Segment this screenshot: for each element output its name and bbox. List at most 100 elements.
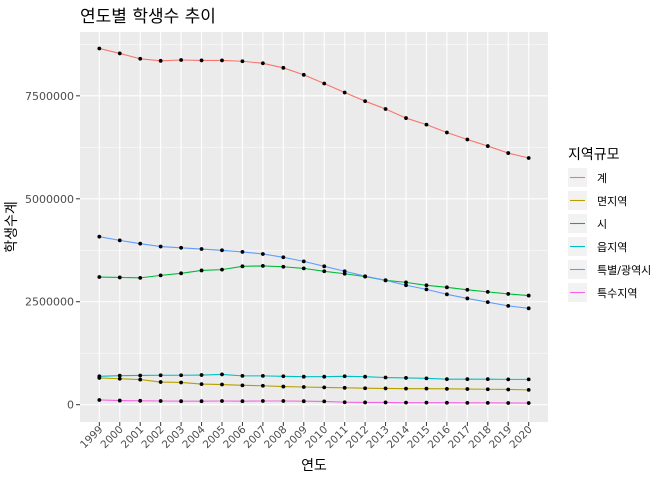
data-point <box>260 383 265 388</box>
data-point <box>179 380 184 385</box>
data-point <box>240 264 245 269</box>
data-point <box>199 382 204 387</box>
data-point <box>363 400 368 405</box>
data-point <box>158 58 163 63</box>
data-point <box>179 58 184 62</box>
data-point <box>424 400 429 405</box>
y-tick-label: 2500000 <box>25 296 74 309</box>
x-tick-label: 2009 <box>283 424 310 451</box>
series-line-1 <box>99 377 529 391</box>
data-point <box>404 116 408 120</box>
legend-label: 특별/광역시 <box>597 264 651 277</box>
data-point <box>506 387 511 392</box>
data-point <box>117 376 122 381</box>
series-line-3 <box>99 373 529 380</box>
data-point <box>424 283 429 288</box>
legend-label: 면지역 <box>597 195 627 208</box>
series-line-5 <box>99 399 529 404</box>
x-tick-label: 2018 <box>467 424 494 451</box>
data-point <box>465 137 470 142</box>
data-point <box>424 376 429 381</box>
data-point <box>526 306 531 311</box>
data-point <box>179 245 184 250</box>
data-point <box>260 61 265 66</box>
data-point <box>158 273 163 278</box>
data-point <box>485 289 490 294</box>
series-line-2 <box>99 265 529 297</box>
data-point <box>465 387 470 391</box>
data-point <box>179 399 184 404</box>
data-point <box>281 374 286 379</box>
data-point <box>444 377 449 382</box>
data-point <box>526 293 531 298</box>
data-point <box>97 46 102 51</box>
x-tick-label: 1999 <box>78 424 105 451</box>
data-point <box>138 241 143 246</box>
data-point <box>97 374 102 379</box>
data-point <box>220 248 224 253</box>
data-point <box>117 238 122 243</box>
data-point <box>301 266 306 271</box>
legend-title: 지역규모 <box>568 147 620 163</box>
x-tick-label: 2011 <box>323 424 350 451</box>
data-point <box>158 380 163 384</box>
data-point <box>526 401 531 405</box>
data-point <box>526 156 531 160</box>
data-point <box>506 401 511 405</box>
data-point <box>342 374 347 379</box>
data-point <box>138 373 143 378</box>
x-tick-label: 2020 <box>507 424 534 451</box>
data-point <box>281 399 286 403</box>
data-point <box>220 372 224 377</box>
data-point <box>199 58 204 63</box>
series-line-4 <box>99 236 529 309</box>
data-point <box>260 373 265 378</box>
data-point <box>199 268 204 273</box>
data-point <box>363 374 368 379</box>
data-point <box>97 275 102 279</box>
legend-label: 특수지역 <box>597 287 637 300</box>
data-points <box>97 46 531 405</box>
y-tick-label: 5000000 <box>25 193 74 206</box>
x-tick-label: 2008 <box>262 424 289 451</box>
data-point <box>322 269 327 274</box>
data-point <box>240 399 245 404</box>
data-point <box>138 275 143 280</box>
x-tick-label: 2002 <box>139 424 166 451</box>
x-tick-label: 2019 <box>487 424 514 451</box>
data-point <box>363 274 368 279</box>
data-point <box>179 373 184 378</box>
x-tick-label: 2010 <box>303 424 330 451</box>
data-point <box>383 400 388 405</box>
data-point <box>465 296 470 301</box>
data-point <box>260 264 265 268</box>
data-point <box>240 373 245 378</box>
data-point <box>220 58 224 63</box>
data-point <box>158 373 163 378</box>
data-point <box>383 278 388 283</box>
data-point <box>526 387 531 392</box>
data-point <box>97 234 102 239</box>
legend-label: 읍지역 <box>597 241 627 254</box>
legend-label: 시 <box>597 218 607 231</box>
data-point <box>506 151 511 155</box>
series-lines <box>99 47 529 404</box>
data-point <box>363 99 368 104</box>
data-point <box>383 375 388 380</box>
data-point <box>281 65 286 70</box>
x-tick-label: 2012 <box>344 424 371 451</box>
data-point <box>485 144 490 148</box>
data-point <box>117 373 122 378</box>
x-tick-label: 2015 <box>405 424 432 451</box>
x-tick-label: 2017 <box>446 424 473 451</box>
data-point <box>424 287 429 292</box>
data-point <box>363 386 368 391</box>
data-point <box>220 267 224 272</box>
data-point <box>158 399 163 403</box>
data-point <box>322 81 327 86</box>
data-point <box>322 399 327 404</box>
y-tick-label: 7500000 <box>25 90 74 103</box>
data-point <box>383 386 388 391</box>
data-point <box>342 269 347 274</box>
